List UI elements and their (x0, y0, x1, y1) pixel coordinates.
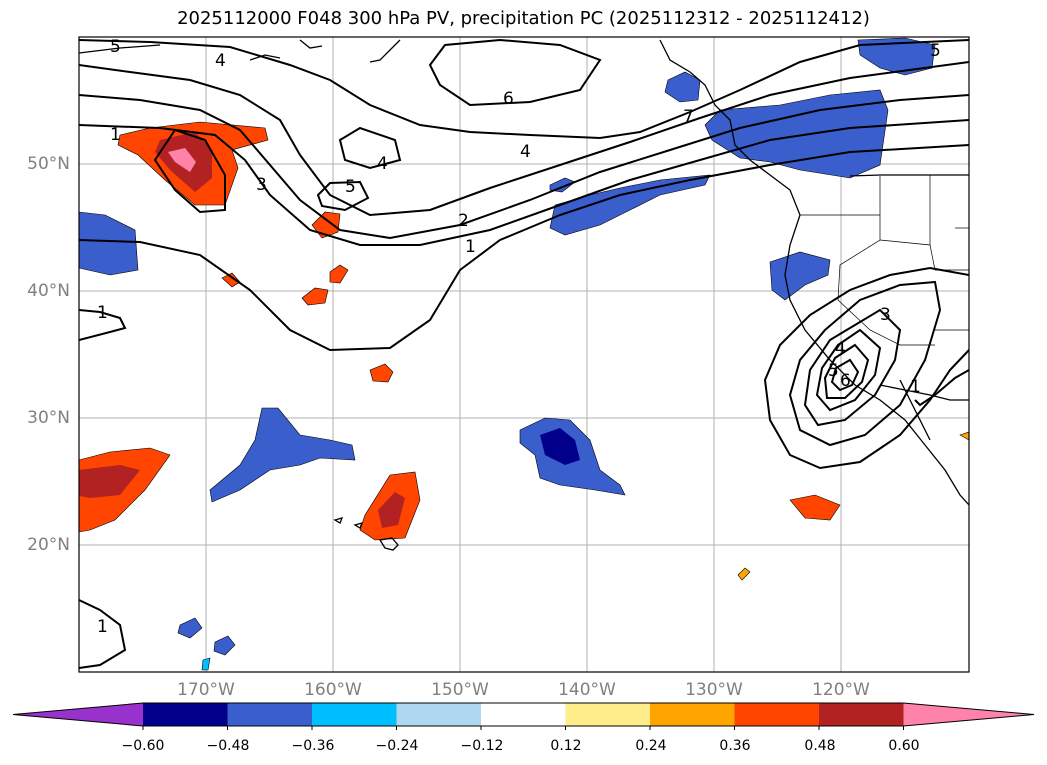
lon-label-140w: 140°W (558, 680, 616, 700)
pv-label: 1 (97, 617, 108, 637)
pv-label: 1 (910, 377, 921, 397)
pv-label: 2 (458, 211, 469, 231)
pv-label: 1 (97, 303, 108, 323)
lon-label-130w: 130°W (685, 680, 743, 700)
colorbar-cell (396, 703, 482, 726)
lon-label-120w: 120°W (812, 680, 870, 700)
lon-label-160w: 160°W (304, 680, 362, 700)
colorbar-cell (143, 703, 228, 726)
pv-label: 4 (520, 142, 531, 162)
lon-label-170w: 170°W (177, 680, 235, 700)
pv-label: 6 (840, 371, 851, 391)
pv-label: 5 (930, 41, 941, 61)
precip-positive-shading (79, 121, 969, 581)
colorbar-cell (227, 703, 313, 726)
pv-label: 5 (110, 37, 121, 57)
colorbar-label: −0.48 (206, 738, 250, 754)
colorbar-label: 0.60 (888, 738, 920, 754)
colorbar-label: −0.60 (121, 738, 165, 754)
pv-contour-labels: 5 4 1 3 5 4 6 4 2 1 1 7 5 3 4 5 6 1 1 (97, 37, 941, 637)
state-borders (800, 175, 969, 346)
map-frame (78, 36, 970, 673)
colorbar-cell (650, 703, 735, 726)
lat-label-20n: 20°N (27, 535, 70, 555)
pv-label: 5 (828, 361, 839, 381)
lon-label-150w: 150°W (431, 680, 489, 700)
colorbar-label: −0.24 (375, 738, 419, 754)
pv-label: 5 (345, 177, 356, 197)
colorbar-cell (734, 703, 820, 726)
colorbar-cell (565, 703, 651, 726)
pv-label: 4 (215, 51, 226, 71)
pv-label: 3 (256, 175, 267, 195)
map-title: 2025112000 F048 300 hPa PV, precipitatio… (177, 8, 870, 29)
pv-label: 4 (377, 154, 388, 174)
colorbar-over-triangle (903, 703, 1034, 726)
pv-label: 3 (880, 305, 891, 325)
colorbar-under-triangle (13, 703, 143, 726)
colorbar-cell (481, 703, 566, 726)
pv-label: 1 (465, 237, 476, 257)
lat-label-50n: 50°N (27, 154, 70, 174)
colorbar-label: 0.12 (550, 738, 582, 754)
pv-label: 6 (503, 89, 514, 109)
pv-label: 1 (110, 125, 121, 145)
colorbar-label: −0.12 (460, 738, 504, 754)
colorbar-label: 0.48 (804, 738, 836, 754)
lat-label-40n: 40°N (27, 281, 70, 301)
precip-negative-shading (79, 37, 936, 671)
colorbar-label: 0.24 (635, 738, 667, 754)
coastlines (79, 39, 969, 551)
pv-label: 7 (683, 107, 694, 127)
pv-label: 4 (835, 339, 846, 359)
colorbar-label: 0.36 (719, 738, 751, 754)
colorbar-cell (312, 703, 397, 726)
lat-label-30n: 30°N (27, 408, 70, 428)
colorbar-cell (819, 703, 904, 726)
pv-contours (79, 38, 969, 669)
colorbar-label: −0.36 (291, 738, 335, 754)
